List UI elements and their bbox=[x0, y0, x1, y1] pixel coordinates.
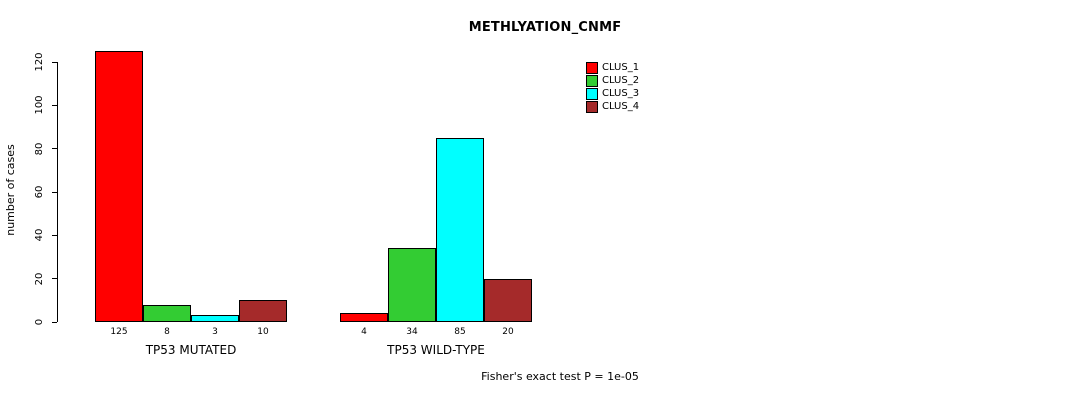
legend-item: CLUS_3 bbox=[586, 87, 639, 100]
y-axis-tick-label: 60 bbox=[34, 185, 45, 199]
y-axis-tick-label: 100 bbox=[34, 95, 45, 115]
bar-value-label: 20 bbox=[502, 327, 514, 337]
bar-clus_4 bbox=[239, 300, 287, 322]
bar-clus_4 bbox=[484, 279, 532, 322]
stat-test-annotation: Fisher's exact test P = 1e-05 bbox=[481, 370, 639, 383]
y-axis-tick bbox=[52, 234, 57, 236]
bar-value-label: 8 bbox=[164, 327, 170, 337]
group-label: TP53 WILD-TYPE bbox=[387, 343, 485, 357]
legend-label: CLUS_3 bbox=[602, 88, 640, 99]
bar-clus_3 bbox=[436, 138, 484, 322]
bar-value-label: 125 bbox=[110, 327, 128, 337]
y-axis-tick-label: 0 bbox=[34, 318, 45, 326]
legend-item: CLUS_4 bbox=[586, 100, 639, 113]
legend-label: CLUS_1 bbox=[602, 62, 640, 73]
legend-label: CLUS_2 bbox=[602, 75, 640, 86]
y-axis-tick-label: 120 bbox=[34, 52, 45, 72]
y-axis-tick bbox=[52, 61, 57, 63]
y-axis-tick bbox=[52, 321, 57, 323]
legend-item: CLUS_1 bbox=[586, 61, 639, 74]
legend-swatch-clus_3 bbox=[586, 87, 598, 100]
legend-swatch-clus_4 bbox=[586, 100, 598, 113]
bar-clus_1 bbox=[95, 51, 143, 322]
legend-item: CLUS_2 bbox=[586, 74, 639, 87]
legend-label: CLUS_4 bbox=[602, 101, 640, 112]
bar-value-label: 85 bbox=[454, 327, 466, 337]
y-axis-tick-label: 80 bbox=[34, 142, 45, 156]
bar-value-label: 10 bbox=[257, 327, 269, 337]
group-label: TP53 MUTATED bbox=[145, 343, 237, 357]
bar-value-label: 34 bbox=[406, 327, 418, 337]
y-axis-tick-label: 40 bbox=[34, 228, 45, 242]
y-axis-tick bbox=[52, 278, 57, 280]
y-axis-tick bbox=[52, 191, 57, 193]
bar-value-label: 3 bbox=[212, 327, 218, 337]
y-axis-tick bbox=[52, 104, 57, 106]
bar-clus_1 bbox=[340, 313, 388, 322]
chart-title: METHLYATION_CNMF bbox=[468, 20, 622, 35]
y-axis-line bbox=[57, 62, 58, 322]
y-axis-tick bbox=[52, 148, 57, 150]
bar-clus_3 bbox=[191, 315, 239, 322]
bar-value-label: 4 bbox=[361, 327, 367, 337]
legend-swatch-clus_1 bbox=[586, 61, 598, 74]
legend: CLUS_1 CLUS_2 CLUS_3 CLUS_4 bbox=[586, 61, 639, 113]
y-axis-tick-label: 20 bbox=[34, 272, 45, 286]
bar-clus_2 bbox=[388, 248, 436, 322]
bar-clus_2 bbox=[143, 305, 191, 322]
legend-swatch-clus_2 bbox=[586, 74, 598, 87]
y-axis-label: number of cases bbox=[4, 144, 17, 236]
